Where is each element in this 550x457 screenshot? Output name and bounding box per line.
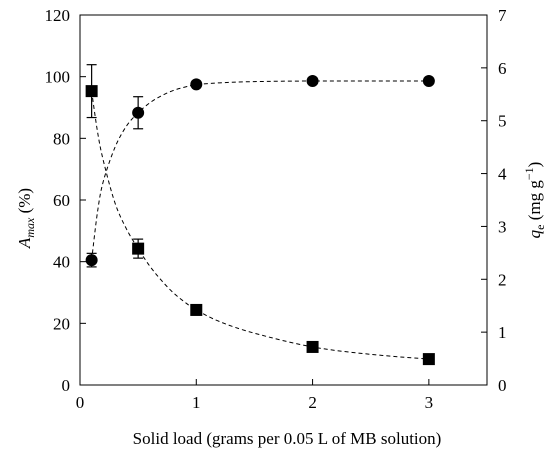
data-point-circle <box>85 254 98 267</box>
fit-line-circle <box>91 80 429 261</box>
y-right-tick-label: 5 <box>498 112 507 131</box>
data-point-square <box>306 340 319 353</box>
x-axis-title: Solid load (grams per 0.05 L of MB solut… <box>133 429 442 448</box>
y-right-tick-label: 0 <box>498 376 507 395</box>
y-left-tick-label: 60 <box>53 191 70 210</box>
y-right-tick-label: 1 <box>498 323 507 342</box>
fit-line-square <box>91 91 429 360</box>
y-left-title-suffix: (%) <box>15 188 34 218</box>
data-point-circle <box>132 106 145 119</box>
y-left-tick-label: 80 <box>53 129 70 148</box>
x-tick-label: 3 <box>425 393 434 412</box>
y-left-axis-title: Amax (%) <box>15 188 37 249</box>
plot-frame <box>79 14 488 386</box>
x-tick-label: 2 <box>308 393 317 412</box>
axes: 0 1 2 3 0 20 40 60 80 100 120 0 1 2 3 4 5 6 7 <box>45 6 508 412</box>
x-tick-label: 1 <box>192 393 201 412</box>
data-point-circle <box>422 74 435 87</box>
y-left-tick-label: 0 <box>62 376 71 395</box>
y-left-tick-label: 120 <box>45 6 71 25</box>
data-point-square <box>132 242 145 255</box>
y-right-tick-label: 3 <box>498 217 507 236</box>
data-point-square <box>422 353 435 366</box>
y-right-tick-label: 4 <box>498 165 507 184</box>
y-right-title-suffix: (mg g <box>525 180 544 225</box>
data-point-square <box>85 85 98 98</box>
y-left-tick-label: 40 <box>53 253 70 272</box>
data-points <box>85 74 435 366</box>
y-right-title-close: ) <box>525 162 544 168</box>
y-right-title-sup: −1 <box>522 167 536 180</box>
data-point-circle <box>190 78 203 91</box>
y-right-tick-label: 6 <box>498 59 507 78</box>
y-left-tick-label: 20 <box>53 314 70 333</box>
y-right-tick-label: 2 <box>498 270 507 289</box>
y-right-axis-title: qe (mg g−1) <box>522 162 547 239</box>
fit-curves <box>91 80 429 360</box>
data-point-circle <box>306 74 319 87</box>
y-left-title-main: A <box>15 237 34 249</box>
y-right-title-main: q <box>525 229 544 238</box>
data-point-square <box>190 303 203 316</box>
y-right-title-sub: e <box>533 225 547 230</box>
y-left-tick-label: 100 <box>45 68 71 87</box>
x-tick-label: 0 <box>76 393 85 412</box>
y-right-tick-label: 7 <box>498 6 507 25</box>
y-left-title-sub: max <box>23 217 37 238</box>
